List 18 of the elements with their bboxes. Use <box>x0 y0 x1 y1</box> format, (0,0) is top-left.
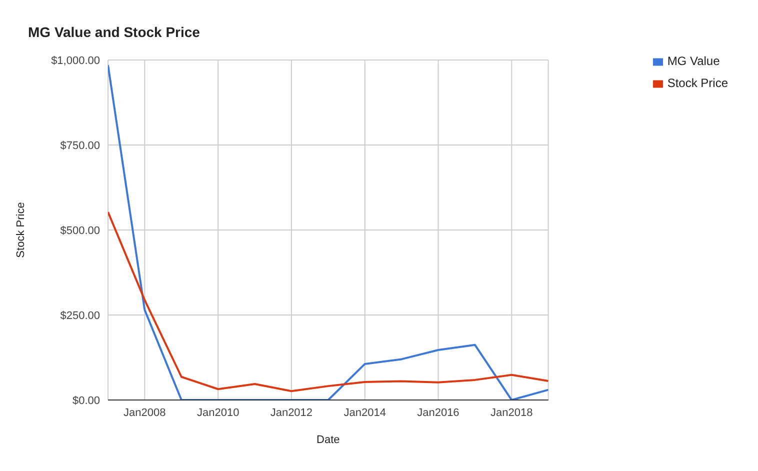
x-tick-label: Jan2016 <box>417 406 460 419</box>
y-tick-label: $250.00 <box>60 310 100 322</box>
line-series <box>108 210 548 392</box>
x-tick-label: Jan2018 <box>490 406 533 419</box>
legend-label: MG Value <box>667 54 720 68</box>
y-tick-label: $750.00 <box>60 140 100 152</box>
chart-title: MG Value and Stock Price <box>28 24 200 40</box>
y-tick-label: $500.00 <box>60 224 100 237</box>
x-tick-label: Jan2012 <box>270 406 313 419</box>
x-tick-label: Jan2008 <box>124 406 166 419</box>
y-axis-title: Stock Price <box>14 202 27 258</box>
x-tick-label: Jan2014 <box>344 406 386 419</box>
legend-label: Stock Price <box>667 76 728 90</box>
x-tick-label: Jan2010 <box>196 406 240 419</box>
line-series <box>108 64 548 400</box>
y-tick-label: $1,000.00 <box>51 54 100 67</box>
y-tick-label: $0.00 <box>72 394 100 407</box>
x-axis-title: Date <box>316 434 340 446</box>
